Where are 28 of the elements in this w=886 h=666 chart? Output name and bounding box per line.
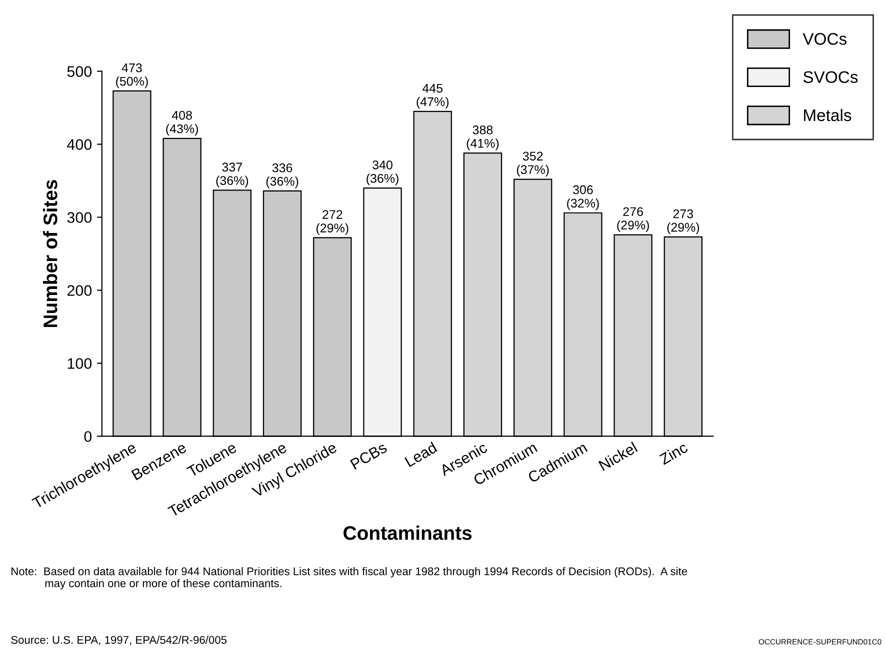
y-tick-label: 200 <box>67 285 92 296</box>
text: Note: Based on data available for 944 National Priorities List sites with fiscal year 1982 through 1994 Records of Decision (RODs). A site may contain one or more of these contaminants. <box>12 567 688 590</box>
data-label: 340 (36%) <box>366 160 398 186</box>
source-note: Source: U.S. EPA, 1997, EPA/542/R-96/005 <box>11 636 227 646</box>
y-tick-label: 0 <box>84 431 92 442</box>
data-label: 408 (43%) <box>166 110 198 136</box>
data-label: 273 (29%) <box>667 209 700 234</box>
y-tick-label: 300 <box>67 212 92 223</box>
y-tick-label: 100 <box>68 358 92 369</box>
y-tick-label: 500 <box>67 66 92 77</box>
x-axis-title: Contaminants <box>344 526 472 540</box>
data-label: 336 (36%) <box>266 163 298 188</box>
data-label: 352 (37%) <box>516 152 549 177</box>
y-tick-label: 400 <box>67 139 92 150</box>
legend-label: Metals <box>804 108 852 122</box>
x-tick-label: Zinc <box>658 441 688 465</box>
legend-label: VOCs <box>802 33 847 45</box>
data-label: 276 (29%) <box>617 207 649 232</box>
x-tick-label: PCBs <box>350 442 388 470</box>
legend-label: SVOCs <box>803 71 858 83</box>
x-tick-label: Lead <box>404 442 438 468</box>
data-label: 306 (32%) <box>567 185 599 210</box>
data-label: 272 (29%) <box>316 210 348 235</box>
data-label: 388 (41%) <box>466 125 499 150</box>
data-label: 445 (47%) <box>416 84 449 109</box>
data-label: 473 (50%) <box>116 63 148 88</box>
y-axis-title: Number of Sites <box>43 180 58 327</box>
data-label: 337 (36%) <box>216 162 248 188</box>
